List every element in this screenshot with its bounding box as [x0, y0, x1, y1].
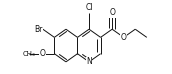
Text: Cl: Cl [85, 3, 93, 12]
Text: Br: Br [34, 25, 42, 34]
Text: O: O [121, 33, 127, 42]
Text: N: N [86, 57, 92, 66]
Text: O: O [109, 8, 115, 17]
Text: O: O [40, 49, 46, 58]
Text: CH₃: CH₃ [23, 51, 36, 57]
